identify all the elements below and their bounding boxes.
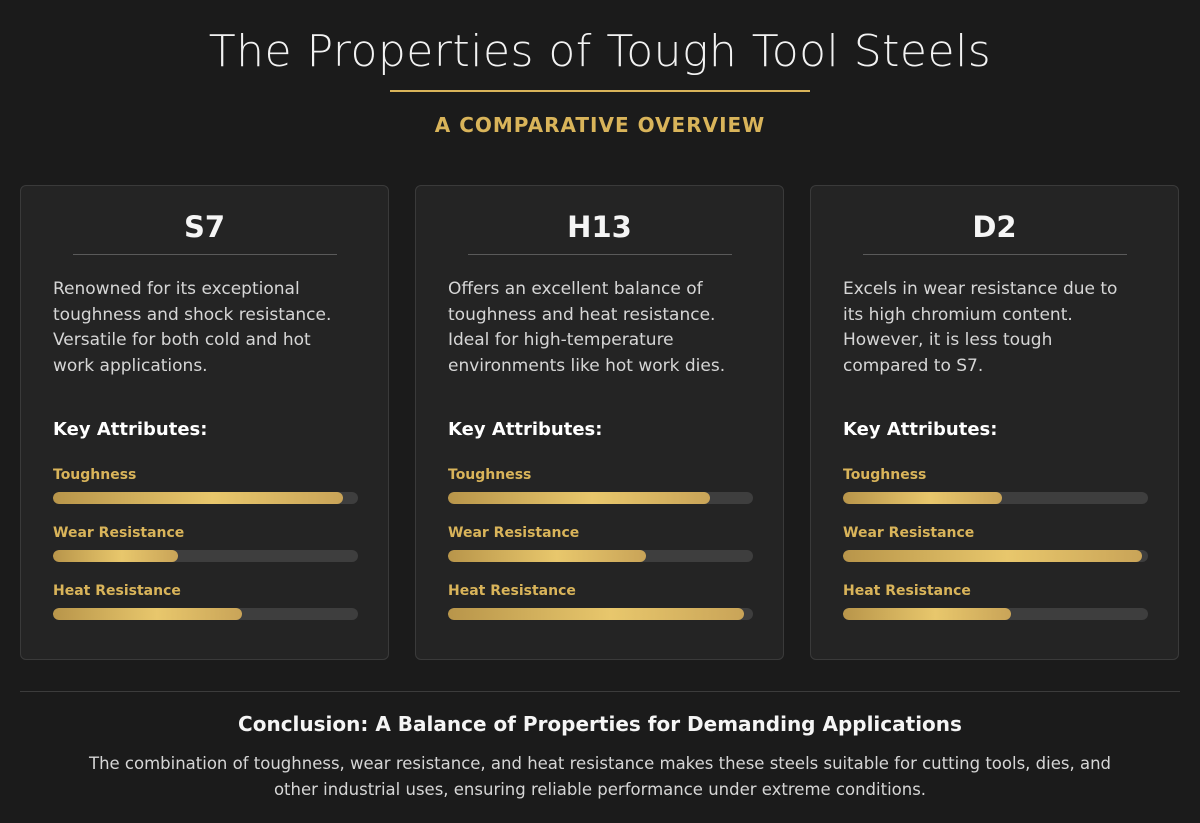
attribute-label-heat-resistance: Heat Resistance [53,583,181,599]
attribute-label-toughness: Toughness [53,467,137,483]
steel-description: Excels in wear resistance due to its hig… [843,279,1118,376]
key-attributes-heading: Key Attributes: [843,419,998,440]
heat-resistance-bar [843,608,1148,620]
steel-name: D2 [972,210,1017,244]
attribute-label-wear-resistance: Wear Resistance [53,525,185,541]
attribute-label-heat-resistance: Heat Resistance [843,583,971,599]
page-subtitle: A COMPARATIVE OVERVIEW [434,113,766,137]
card-divider [863,254,1127,255]
card-divider [73,254,337,255]
wear-resistance-bar [53,550,358,562]
steel-card-s7: S7 Renowned for its exceptional toughnes… [20,185,389,660]
heat-resistance-bar-fill [448,608,744,620]
heat-resistance-bar-fill [53,608,243,620]
section-divider [20,691,1180,692]
steel-name: H13 [567,210,632,244]
steel-card-d2: D2 Excels in wear resistance due to its … [810,185,1179,660]
toughness-bar-fill [448,492,711,504]
steel-card-h13: H13 Offers an excellent balance of tough… [415,185,784,660]
page-title: The Properties of Tough Tool Steels [208,26,992,77]
toughness-bar [843,492,1148,504]
toughness-bar-fill [53,492,343,504]
steel-description: Offers an excellent balance of toughness… [448,279,726,376]
key-attributes-heading: Key Attributes: [448,419,603,440]
attribute-label-wear-resistance: Wear Resistance [448,525,580,541]
conclusion-title: Conclusion: A Balance of Properties for … [238,712,962,736]
steel-description: Renowned for its exceptional toughness a… [53,279,332,376]
steel-name: S7 [183,210,226,244]
wear-resistance-bar-fill [53,550,179,562]
attribute-label-heat-resistance: Heat Resistance [448,583,576,599]
attribute-label-toughness: Toughness [448,467,532,483]
toughness-bar-fill [843,492,1002,504]
key-attributes-heading: Key Attributes: [53,419,208,440]
heat-resistance-bar-fill [843,608,1011,620]
toughness-bar [448,492,753,504]
heat-resistance-bar [448,608,753,620]
attribute-label-toughness: Toughness [843,467,927,483]
wear-resistance-bar [843,550,1148,562]
heat-resistance-bar [53,608,358,620]
wear-resistance-bar-fill [448,550,647,562]
conclusion-text: The combination of toughness, wear resis… [88,754,1112,799]
wear-resistance-bar [448,550,753,562]
title-underline [390,90,810,92]
wear-resistance-bar-fill [843,550,1142,562]
attribute-label-wear-resistance: Wear Resistance [843,525,975,541]
toughness-bar [53,492,358,504]
card-divider [468,254,732,255]
